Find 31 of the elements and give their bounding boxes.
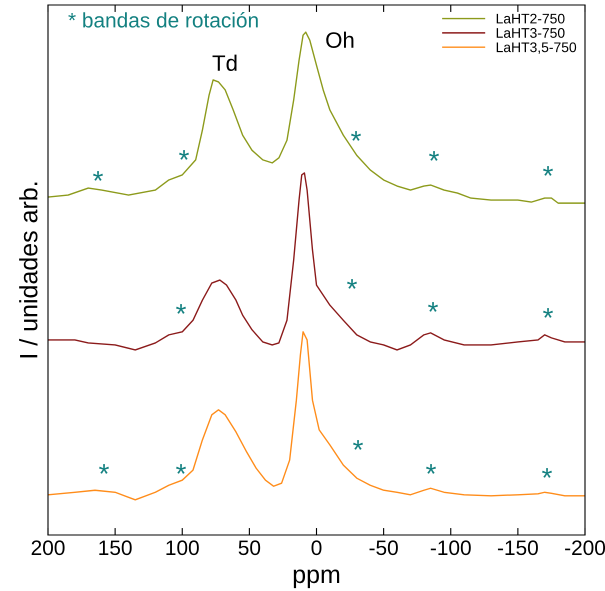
annotation: * xyxy=(93,171,103,181)
x-tick-label: -100 xyxy=(430,540,471,556)
annotation: Td xyxy=(212,54,237,71)
annotation: * xyxy=(179,150,189,160)
annotation: * xyxy=(426,464,436,474)
legend-label: LaHT3,5-750 xyxy=(496,42,576,54)
annotation: * xyxy=(429,151,439,161)
annotation: * xyxy=(353,440,363,450)
y-axis-title: I / unidades arb. xyxy=(19,182,38,358)
annotation: * xyxy=(543,166,553,176)
annotation: * xyxy=(99,464,109,474)
annotation: * xyxy=(176,464,186,474)
x-tick-label: 150 xyxy=(99,540,132,556)
x-tick-label: 50 xyxy=(238,540,260,556)
annotation: * xyxy=(347,279,357,289)
x-tick-label: -150 xyxy=(498,540,538,556)
x-tick-label: -50 xyxy=(369,540,398,556)
x-tick-label: 100 xyxy=(166,540,199,556)
text: * bandas de rotación xyxy=(68,12,258,28)
annotation: * xyxy=(428,302,438,312)
legend-label: LaHT2-750 xyxy=(496,14,565,24)
annotation: Oh xyxy=(326,32,354,48)
annotation: * xyxy=(543,308,553,318)
legend-label: LaHT3-750 xyxy=(496,28,565,38)
x-tick-label: -200 xyxy=(565,540,605,556)
annotation: * xyxy=(542,468,552,478)
x-axis-title: ppm xyxy=(294,570,340,588)
annotation: * xyxy=(176,304,186,314)
x-tick-label: 200 xyxy=(32,540,65,556)
annotation: * xyxy=(351,131,361,141)
x-tick-label: 0 xyxy=(312,540,322,556)
